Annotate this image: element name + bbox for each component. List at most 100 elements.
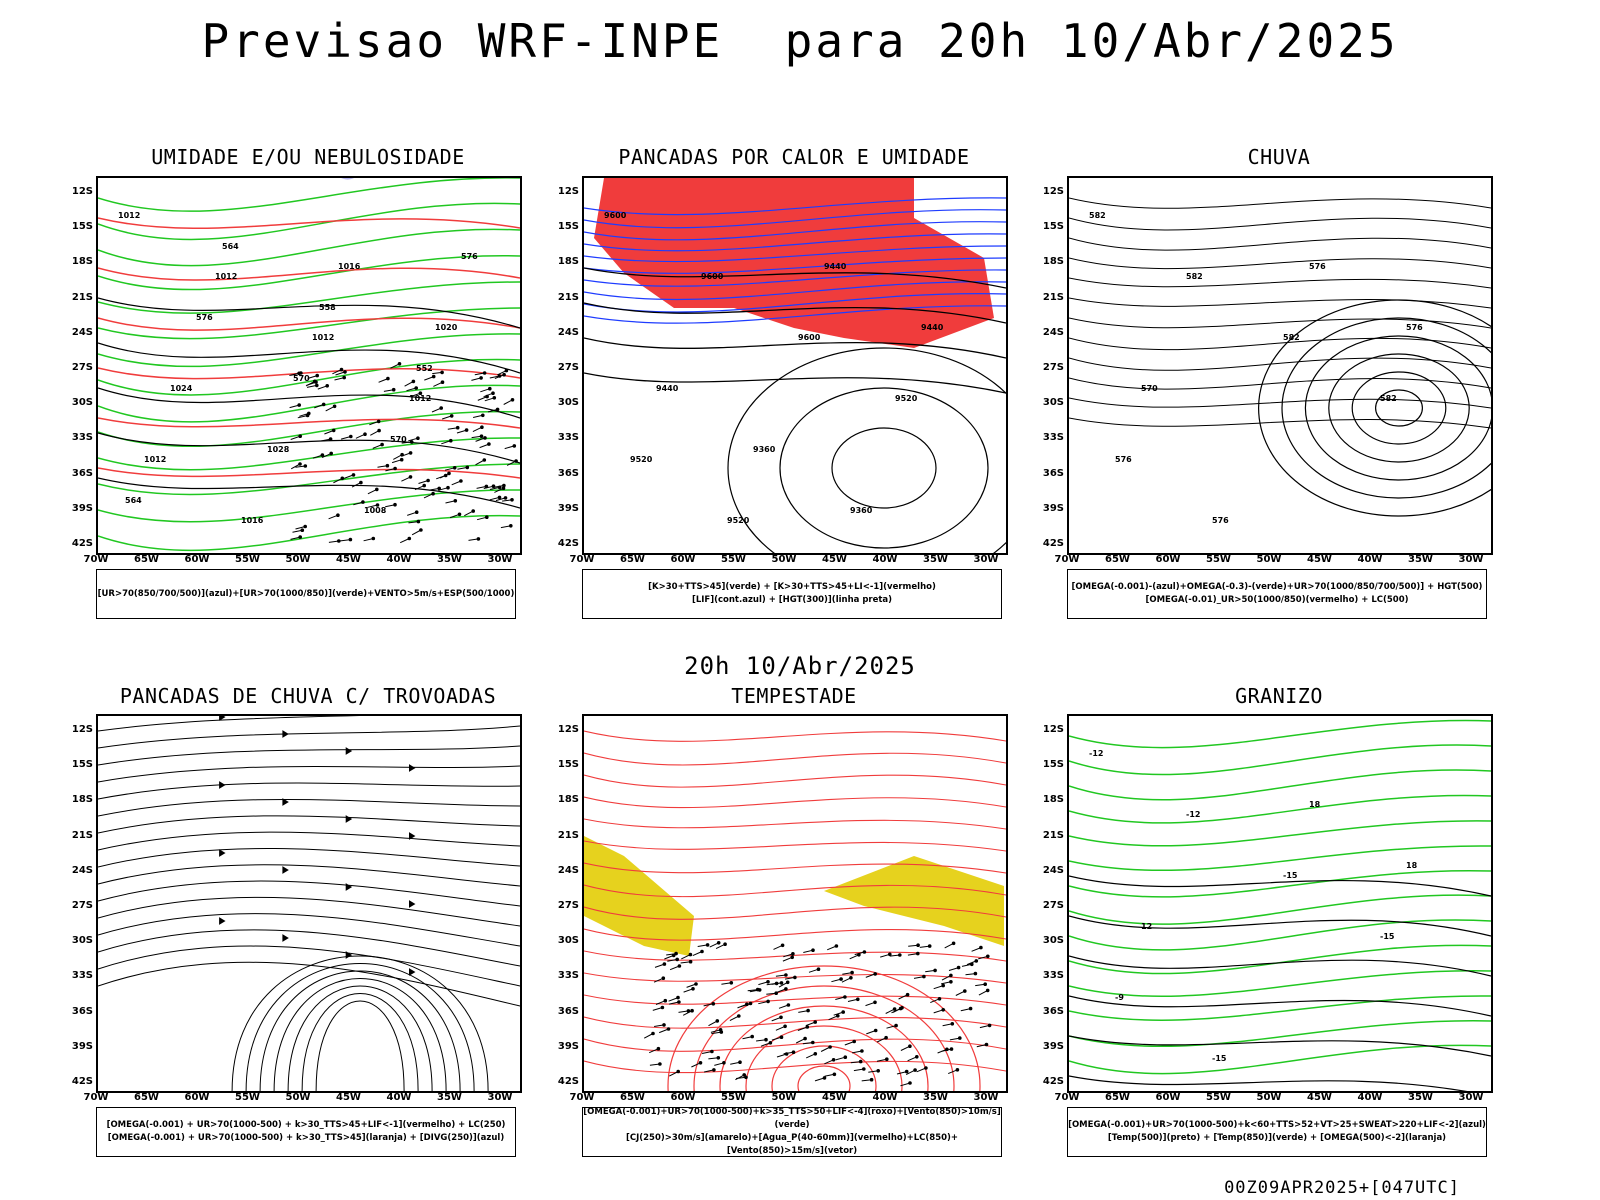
wind-vector-head <box>956 965 961 970</box>
lon-tick-label: 45W <box>336 554 361 565</box>
contour-value-label: 582 <box>1380 394 1397 403</box>
lon-tick-label: 45W <box>336 1092 361 1103</box>
wind-vector-head <box>836 1014 840 1018</box>
wind-vector-head <box>399 457 404 462</box>
wind-vector-head <box>449 414 454 418</box>
streamline-arrow <box>282 866 289 874</box>
lat-tick-label: 42S <box>1042 1076 1064 1087</box>
wind-vector-head <box>904 1069 909 1074</box>
contour-line <box>1069 875 1491 897</box>
wind-vector-head <box>985 988 990 993</box>
contour-line <box>1069 277 1491 289</box>
wind-vector-head <box>503 496 508 500</box>
wind-vector-head <box>482 458 487 462</box>
wind-vector-head <box>662 962 667 966</box>
contour-value-label: 576 <box>1212 516 1229 525</box>
wind-vector-head <box>431 491 435 496</box>
lat-tick-label: 18S <box>557 794 579 806</box>
wind-vector-head <box>951 941 956 946</box>
map-canvas <box>584 730 1006 1091</box>
lon-tick-label: 30W <box>973 1092 999 1103</box>
thickness-contours <box>98 217 520 479</box>
wind-vector-head <box>719 1030 724 1034</box>
wind-vector-head <box>501 486 506 491</box>
sub-title: 20h 10/Abr/2025 <box>684 652 916 680</box>
wind-vector-head <box>376 419 381 424</box>
contour-line <box>584 245 1006 263</box>
wind-vector-head <box>757 988 762 992</box>
wind-vector-head <box>331 428 336 433</box>
streamline <box>273 978 447 1091</box>
upper-streamlines <box>98 716 520 1091</box>
lat-tick-label: 24S <box>1042 326 1064 338</box>
lat-tick-label: 39S <box>71 1040 93 1052</box>
lat-tick-label: 30S <box>1042 935 1064 947</box>
contour-line <box>98 342 520 374</box>
streamline <box>98 798 520 817</box>
lifted-index-contours <box>584 197 1006 324</box>
lat-tick-label: 36S <box>71 1005 93 1017</box>
lat-tick-label: 24S <box>557 326 579 338</box>
lat-tick-label: 33S <box>1042 432 1064 444</box>
wind-vector-head <box>510 398 515 402</box>
lat-tick-label: 21S <box>71 829 93 841</box>
lat-tick-label: 24S <box>557 864 579 876</box>
lon-tick-label: 55W <box>721 554 746 565</box>
wind-vector-head <box>674 951 678 956</box>
wind-vector-head <box>343 370 347 374</box>
contour-line <box>1069 377 1491 390</box>
lat-tick-label: 39S <box>557 502 579 514</box>
lon-tick-label: 40W <box>1357 1092 1383 1103</box>
contour-line <box>98 437 520 471</box>
contour-line <box>1069 995 1491 1017</box>
contour-value-label: 564 <box>222 242 239 251</box>
wind-vector-head <box>723 942 727 946</box>
contour-value-label: 18 <box>1309 800 1321 809</box>
contour-value-label: 9600 <box>701 272 724 281</box>
lat-tick-label: 30S <box>1042 397 1064 409</box>
contour-value-label: -15 <box>1212 1054 1227 1063</box>
wind-vector-head <box>298 462 302 466</box>
contour-line <box>98 514 520 552</box>
wind-vector-head <box>298 535 302 539</box>
wind-vector-head <box>452 466 457 470</box>
wind-vector-head <box>315 373 319 378</box>
lon-tick-label: 65W <box>620 1092 645 1103</box>
contour-line <box>1069 257 1491 270</box>
wind-vector-head <box>688 959 693 964</box>
wind-vector-head <box>690 1008 694 1013</box>
wind-vector-head <box>941 983 946 988</box>
wind-vector-head <box>658 1062 662 1066</box>
legend-line: [LIF](cont.azul) + [HGT(300)](linha pret… <box>691 595 893 605</box>
lat-tick-label: 42S <box>1042 538 1064 549</box>
wind-vector-head <box>779 981 784 985</box>
instability-area <box>594 178 994 348</box>
legend-line: [UR>70(850/700/500)](azul)+[UR>70(1000/8… <box>97 588 515 599</box>
jet-stream-region <box>824 856 1004 946</box>
wind-vector-head <box>465 465 470 470</box>
pressure-contour <box>771 1045 877 1091</box>
wind-vectors <box>643 941 992 1087</box>
contour-line <box>1069 915 1491 937</box>
wind-vector-head <box>862 950 867 954</box>
wind-vector-head <box>479 376 483 380</box>
wind-vector-head <box>908 1044 912 1049</box>
lon-tick-label: 40W <box>872 1092 898 1103</box>
lat-tick-label: 33S <box>557 432 579 444</box>
streamline <box>287 985 433 1091</box>
wind-vector-head <box>843 1055 848 1060</box>
lon-tick-label: 70W <box>83 554 109 565</box>
wind-vector-head <box>375 487 379 492</box>
contour-line <box>1069 970 1491 998</box>
wind-vector-head <box>715 1019 720 1023</box>
contour-line <box>98 297 520 329</box>
contour-line <box>98 387 520 419</box>
lat-tick-label: 15S <box>557 221 579 233</box>
contour-line <box>98 477 520 509</box>
contour-line <box>1069 397 1491 409</box>
streamline-arrow <box>345 883 353 891</box>
wind-vector-head <box>342 375 346 380</box>
contour-value-label: 9520 <box>895 394 918 403</box>
wind-vector-head <box>705 943 710 947</box>
wind-vector-head <box>514 459 518 463</box>
